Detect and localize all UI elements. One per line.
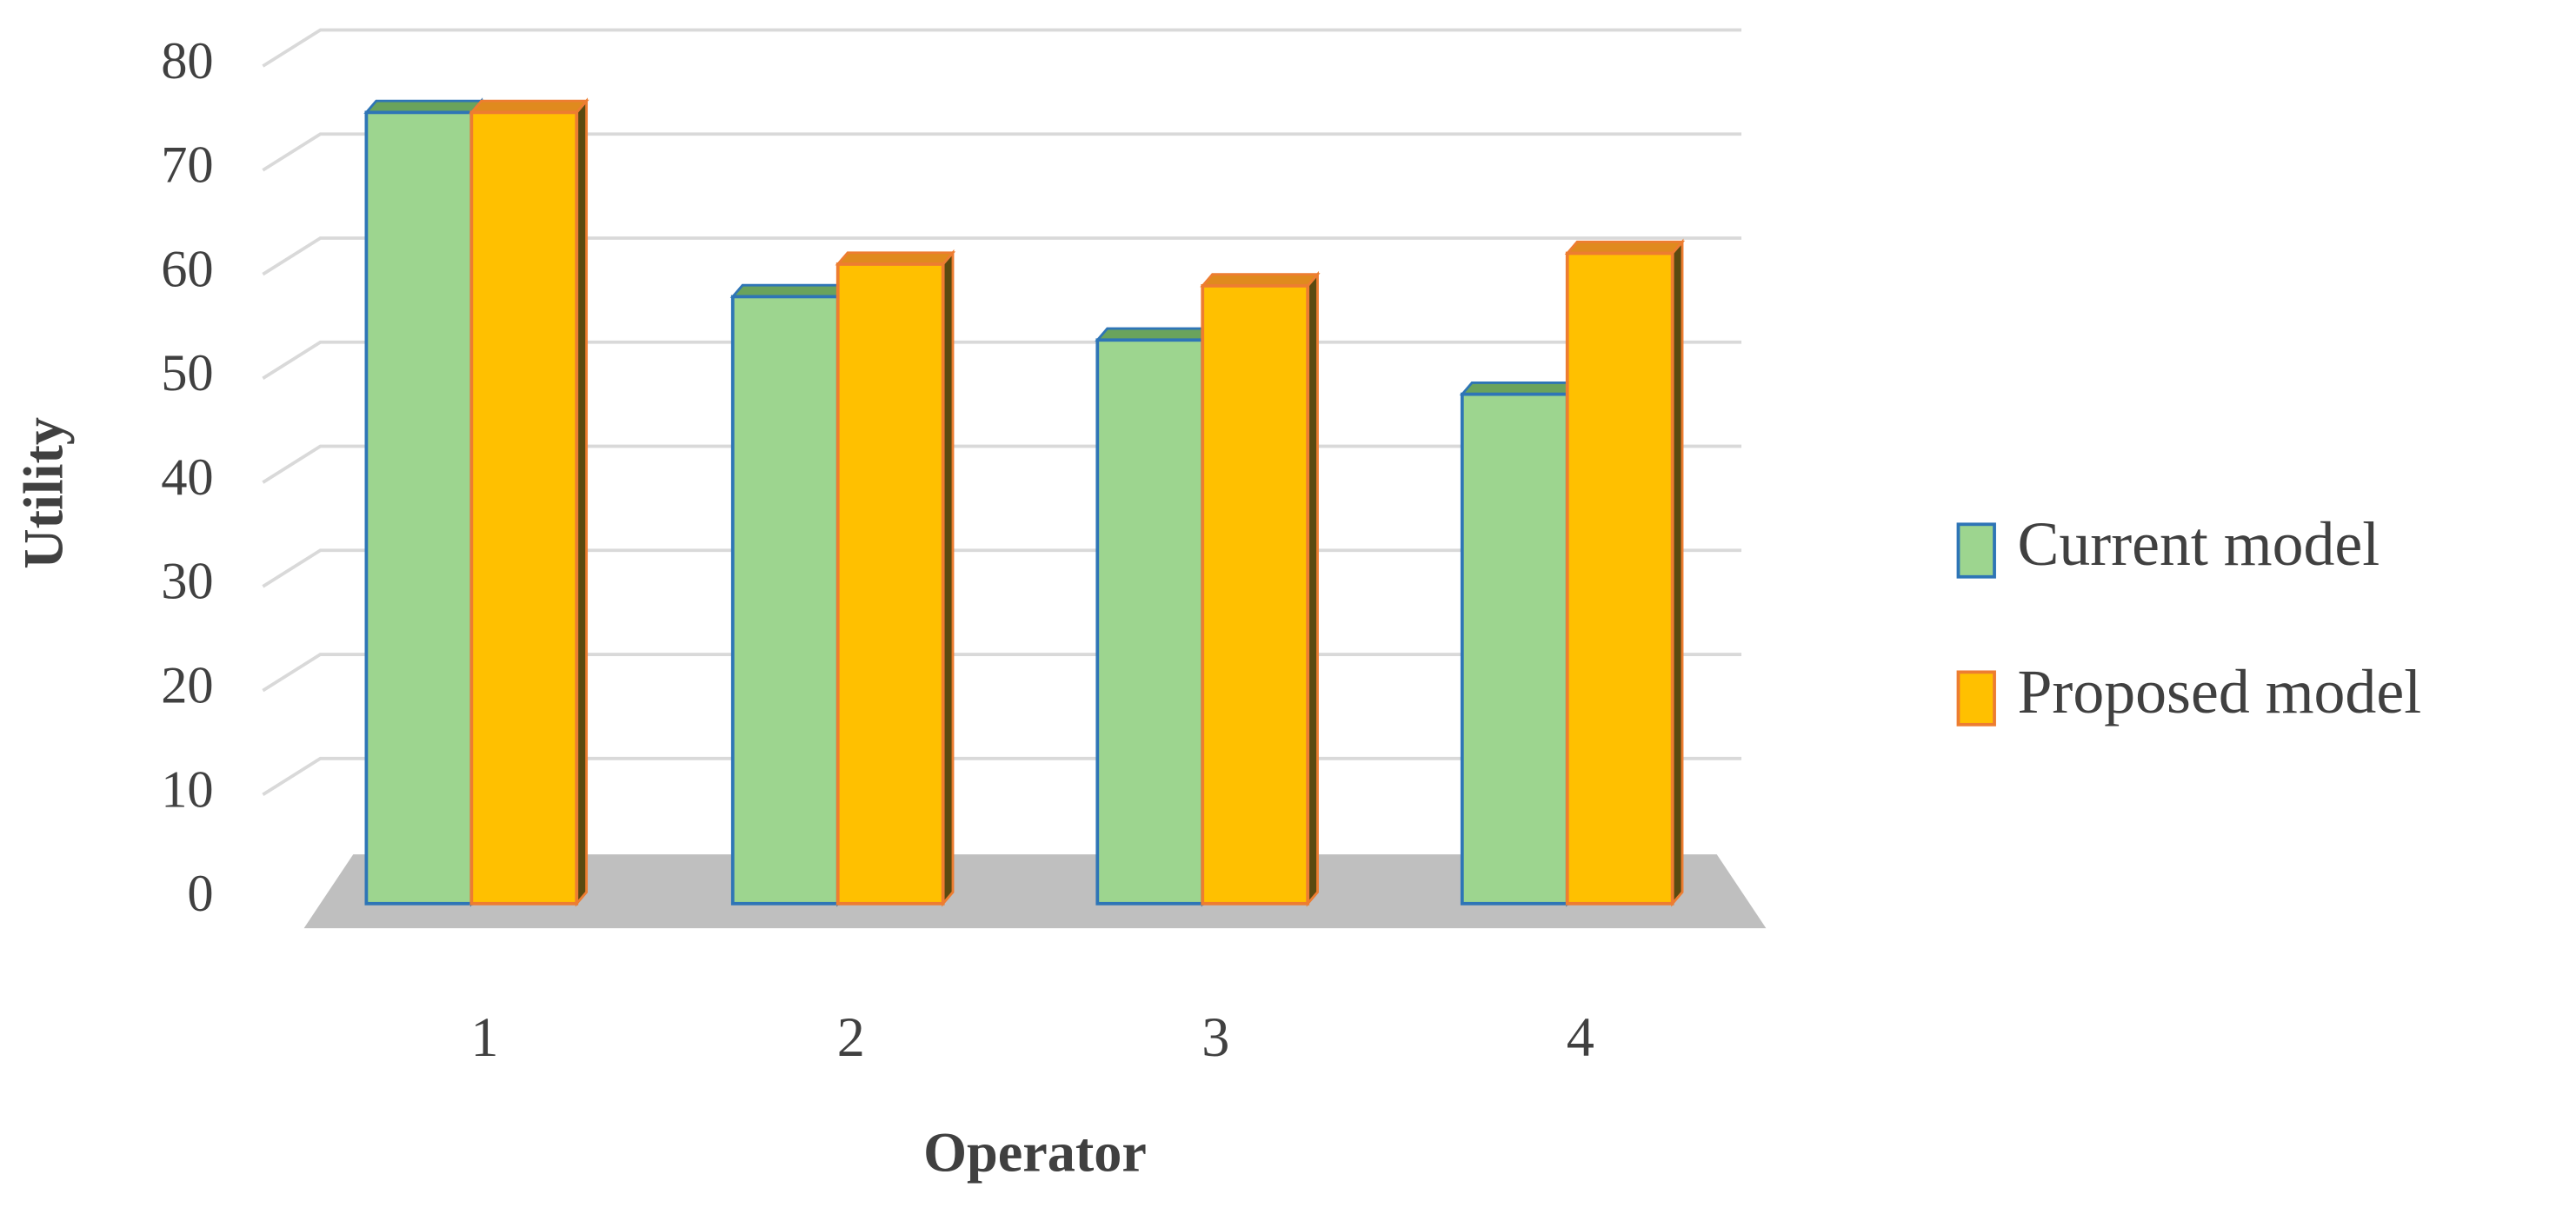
bar xyxy=(1200,270,1321,907)
bar xyxy=(1459,379,1581,907)
bar-top xyxy=(1095,327,1215,342)
bar-front xyxy=(1460,392,1569,906)
x-tick-label: 3 xyxy=(1201,1006,1229,1068)
floor xyxy=(303,854,1767,929)
grid-line xyxy=(262,28,1742,68)
grid-line xyxy=(262,132,1742,172)
x-axis-title: Operator xyxy=(923,1121,1147,1183)
bar xyxy=(469,97,589,907)
y-tick-label: 10 xyxy=(161,760,213,819)
bar-top xyxy=(469,99,589,114)
bar-front xyxy=(835,262,945,906)
y-tick-label: 30 xyxy=(161,553,213,611)
y-tick-label: 0 xyxy=(187,865,213,923)
bar xyxy=(729,282,851,907)
y-tick-label: 50 xyxy=(161,344,213,402)
legend-swatch xyxy=(1956,522,1996,579)
y-tick-label: 20 xyxy=(161,656,213,714)
y-tick-label: 70 xyxy=(161,136,213,195)
bar-front xyxy=(1201,284,1310,906)
x-tick-label: 2 xyxy=(837,1006,865,1068)
bar-front xyxy=(364,110,474,906)
bar xyxy=(1564,238,1686,907)
y-axis-title: Utility xyxy=(12,417,74,569)
bar xyxy=(363,97,484,907)
y-tick-label: 80 xyxy=(161,32,213,90)
bar-top xyxy=(729,283,851,298)
bar-top xyxy=(835,251,956,266)
x-tick-label: 1 xyxy=(470,1006,498,1068)
bar xyxy=(1095,325,1215,907)
bar-top xyxy=(363,99,484,114)
x-tick-label: 4 xyxy=(1567,1006,1594,1068)
y-tick-label: 60 xyxy=(161,240,213,298)
bar-front xyxy=(469,110,579,906)
y-tick-label: 40 xyxy=(161,448,213,507)
legend-swatch xyxy=(1956,670,1996,727)
legend-label: Current model xyxy=(2018,509,2380,579)
bar xyxy=(835,249,956,907)
bar-top xyxy=(1459,381,1581,396)
bar-front xyxy=(730,295,840,906)
bar-front xyxy=(1565,251,1674,906)
bar-top xyxy=(1200,273,1321,288)
grid-line xyxy=(262,236,1742,276)
bar-front xyxy=(1095,338,1205,906)
legend-label: Proposed model xyxy=(2018,657,2422,727)
bar-top xyxy=(1564,240,1686,255)
